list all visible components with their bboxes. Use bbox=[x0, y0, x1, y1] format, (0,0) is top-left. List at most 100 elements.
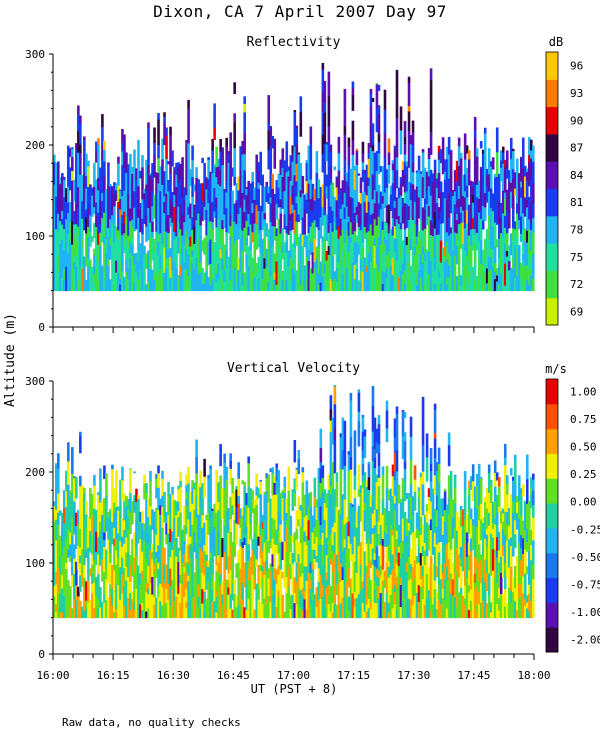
data-cell bbox=[407, 499, 411, 524]
data-cell bbox=[331, 602, 335, 613]
data-cell bbox=[291, 563, 295, 572]
data-cell bbox=[495, 268, 499, 276]
data-cell bbox=[273, 579, 277, 604]
data-cell bbox=[429, 470, 433, 482]
data-cell bbox=[459, 275, 463, 286]
data-cell bbox=[399, 222, 403, 230]
data-cell bbox=[333, 166, 337, 171]
data-cell bbox=[241, 547, 244, 571]
data-cell bbox=[437, 271, 441, 278]
data-cell bbox=[217, 241, 220, 264]
data-cell bbox=[357, 522, 361, 547]
data-cell bbox=[519, 493, 523, 516]
data-cell bbox=[429, 89, 433, 109]
colorbar-label: 87 bbox=[570, 142, 583, 155]
data-cell bbox=[485, 168, 489, 176]
data-cell bbox=[511, 501, 515, 513]
data-cell bbox=[259, 570, 263, 589]
data-cell bbox=[319, 468, 323, 484]
data-cell bbox=[207, 501, 210, 513]
data-cell bbox=[461, 201, 465, 211]
data-cell bbox=[67, 202, 70, 213]
data-cell bbox=[437, 152, 441, 160]
data-cell bbox=[435, 270, 439, 292]
data-cell bbox=[453, 546, 457, 573]
data-cell bbox=[319, 428, 323, 441]
data-cell bbox=[327, 603, 331, 619]
data-cell bbox=[119, 599, 122, 619]
data-cell bbox=[489, 256, 493, 270]
data-cell bbox=[321, 544, 325, 566]
data-cell bbox=[497, 531, 501, 551]
data-cell bbox=[241, 154, 244, 174]
data-cell bbox=[255, 171, 259, 184]
data-cell bbox=[363, 429, 367, 437]
data-cell bbox=[183, 505, 186, 526]
data-cell bbox=[449, 548, 453, 574]
data-cell bbox=[305, 162, 309, 182]
data-cell bbox=[147, 183, 150, 208]
data-cell bbox=[503, 606, 507, 619]
data-cell bbox=[91, 235, 94, 243]
data-cell bbox=[407, 252, 411, 263]
data-cell bbox=[423, 578, 427, 605]
data-cell bbox=[279, 497, 283, 514]
data-cell bbox=[257, 599, 261, 619]
data-cell bbox=[311, 562, 315, 570]
data-cell bbox=[337, 170, 341, 195]
data-cell bbox=[311, 251, 315, 274]
data-cell bbox=[149, 480, 152, 507]
data-cell bbox=[103, 593, 106, 603]
data-cell bbox=[63, 602, 66, 619]
data-cell bbox=[249, 242, 253, 250]
data-cell bbox=[511, 605, 515, 619]
data-cell bbox=[431, 571, 435, 589]
data-cell bbox=[183, 540, 186, 555]
data-cell bbox=[359, 601, 363, 619]
data-cell bbox=[73, 477, 76, 502]
data-cell bbox=[141, 198, 144, 219]
data-cell bbox=[111, 464, 114, 470]
data-cell bbox=[521, 137, 525, 148]
data-cell bbox=[121, 546, 124, 558]
data-cell bbox=[183, 269, 186, 283]
data-cell bbox=[163, 492, 166, 516]
data-cell bbox=[427, 496, 431, 514]
data-cell bbox=[219, 540, 222, 557]
data-cell bbox=[81, 268, 84, 292]
data-cell bbox=[97, 212, 100, 234]
data-cell bbox=[235, 223, 238, 240]
data-cell bbox=[331, 571, 335, 588]
data-cell bbox=[309, 159, 313, 180]
data-cell bbox=[521, 230, 525, 242]
data-cell bbox=[333, 587, 337, 604]
data-cell bbox=[89, 568, 92, 577]
data-cell bbox=[369, 543, 373, 561]
data-cell bbox=[231, 478, 234, 494]
data-cell bbox=[333, 489, 337, 502]
data-cell bbox=[447, 579, 451, 599]
data-cell bbox=[199, 506, 202, 527]
data-cell bbox=[79, 152, 82, 175]
data-cell bbox=[187, 575, 190, 582]
data-cell bbox=[171, 191, 174, 203]
data-cell bbox=[485, 282, 489, 292]
data-cell bbox=[471, 185, 475, 195]
data-cell bbox=[395, 117, 399, 134]
data-cell bbox=[147, 261, 150, 282]
data-cell bbox=[471, 194, 475, 203]
data-cell bbox=[149, 198, 152, 223]
data-cell bbox=[313, 219, 317, 239]
data-cell bbox=[259, 481, 263, 495]
data-cell bbox=[373, 532, 377, 554]
data-cell bbox=[417, 179, 421, 198]
data-cell bbox=[373, 457, 377, 469]
data-cell bbox=[529, 260, 533, 269]
data-cell bbox=[275, 235, 279, 262]
data-cell bbox=[497, 202, 501, 224]
data-cell bbox=[265, 597, 269, 605]
data-cell bbox=[181, 584, 184, 609]
data-cell bbox=[377, 533, 381, 546]
data-cell bbox=[431, 547, 435, 555]
data-cell bbox=[393, 591, 397, 605]
